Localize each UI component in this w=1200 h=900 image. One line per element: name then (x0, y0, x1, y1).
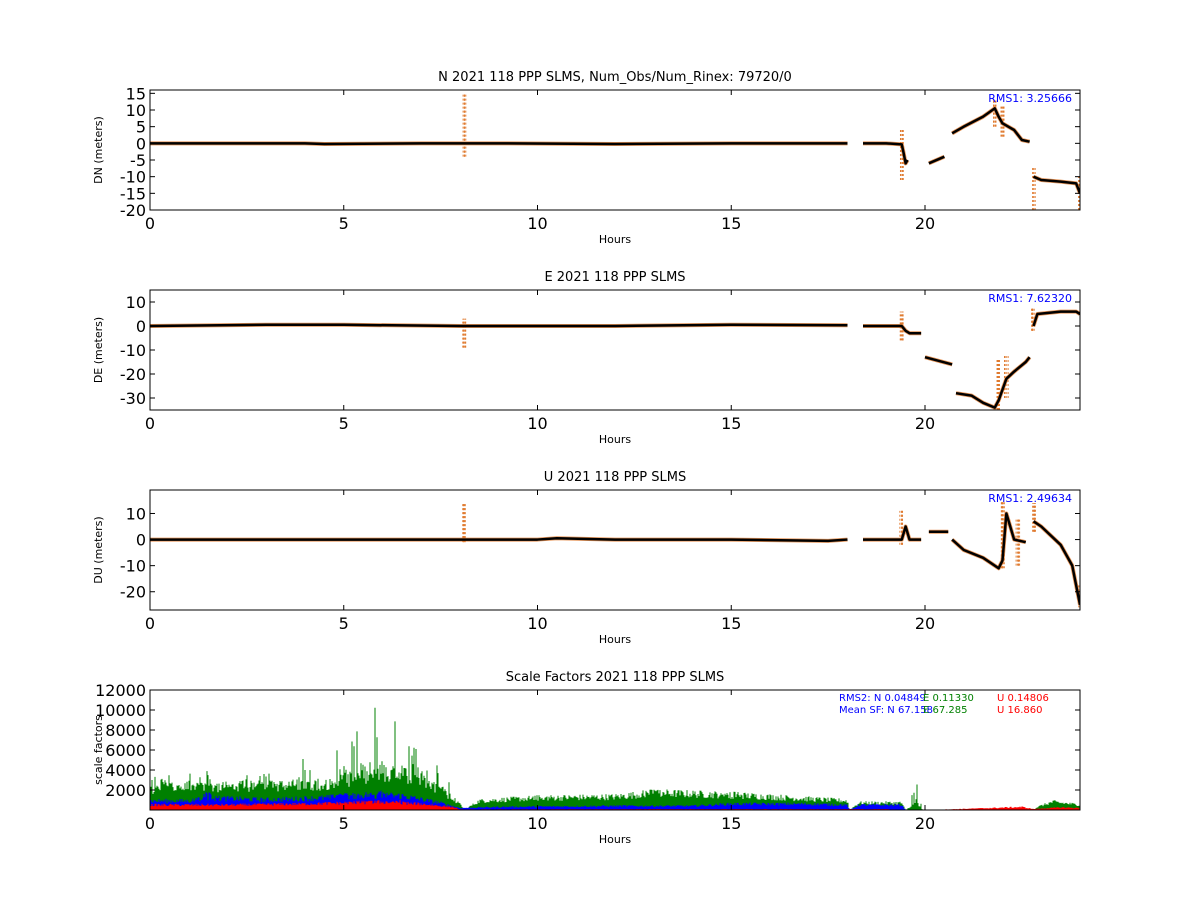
estimate-line (928, 155, 945, 165)
estimate-line (150, 142, 848, 146)
sf-annotation: RMS2: N 0.04849 (839, 693, 926, 704)
axes-frame (149, 489, 1081, 611)
estimate-line (863, 525, 922, 541)
x-tick-label: 0 (145, 414, 155, 433)
x-axis-label: Hours (599, 433, 631, 446)
y-tick-label: -15 (120, 184, 146, 203)
estimate-line (924, 355, 953, 366)
y-tick-label: -20 (120, 201, 146, 220)
plot-data (150, 306, 1080, 410)
sf-annotation: E 0.11330 (923, 693, 974, 704)
x-tick-label: 15 (721, 214, 741, 233)
sigma-band (1032, 519, 1080, 606)
x-tick-label: 10 (527, 814, 547, 833)
y-tick-label: -10 (120, 168, 146, 187)
x-tick-label: 5 (339, 814, 349, 833)
x-tick-label: 20 (915, 414, 935, 433)
rms-annotation: RMS1: 7.62320 (988, 292, 1072, 305)
x-tick-label: 0 (145, 214, 155, 233)
y-tick-label: 10000 (95, 701, 146, 720)
x-tick-label: 15 (721, 614, 741, 633)
sf-annotation: U 0.14806 (997, 693, 1049, 704)
x-tick-label: 5 (339, 414, 349, 433)
panel-dn: N 2021 118 PPP SLMS, Num_Obs/Num_Rinex: … (92, 70, 1081, 246)
rms-annotation: RMS1: 3.25666 (988, 92, 1072, 105)
series-e-bars (150, 707, 1080, 810)
x-tick-label: 15 (721, 414, 741, 433)
panel-du: U 2021 118 PPP SLMS 0 5 10 15 20 10 0 -10 -20 Hour… (92, 470, 1081, 646)
y-tick-label: 15 (126, 84, 146, 103)
plot-data (150, 707, 1080, 810)
y-tick-label: 2000 (105, 781, 146, 800)
x-tick-label: 10 (527, 614, 547, 633)
panel-title: N 2021 118 PPP SLMS, Num_Obs/Num_Rinex: … (438, 70, 792, 85)
x-tick-label: 15 (721, 814, 741, 833)
axes-frame (149, 289, 1081, 411)
estimate-line (150, 323, 848, 328)
x-tick-label: 10 (527, 414, 547, 433)
estimate-line (955, 356, 1031, 409)
y-axis-label: scale factors (92, 715, 105, 785)
y-axis-label: DE (meters) (92, 317, 105, 383)
estimate-line (863, 324, 922, 335)
y-tick-label: 10 (126, 504, 146, 523)
y-tick-label: 0 (136, 531, 146, 550)
y-tick-label: -10 (120, 341, 146, 360)
sf-annotation: Mean SF: N 67.158 (839, 705, 933, 716)
estimate-line (1033, 175, 1080, 194)
x-tick-label: 10 (527, 214, 547, 233)
y-tick-label: 10 (126, 293, 146, 312)
estimate-line (951, 512, 1027, 570)
panel-title: U 2021 118 PPP SLMS (544, 470, 686, 485)
panel-title: Scale Factors 2021 118 PPP SLMS (506, 670, 725, 685)
x-tick-label: 0 (145, 814, 155, 833)
panel-scale-factors: Scale Factors 2021 118 PPP SLMS 0 5 10 15 20 1… (92, 670, 1081, 846)
y-tick-label: 0 (136, 317, 146, 336)
x-tick-label: 20 (915, 814, 935, 833)
panel-title: E 2021 118 PPP SLMS (544, 270, 685, 285)
x-tick-label: 5 (339, 614, 349, 633)
axes-frame (149, 89, 1081, 211)
sigma-band (955, 355, 1032, 410)
plot-data (150, 500, 1080, 608)
estimate-line (951, 107, 1030, 143)
sigma-band (863, 524, 922, 542)
x-axis-label: Hours (599, 833, 631, 846)
x-axis-label: Hours (599, 633, 631, 646)
y-axis-label: DN (meters) (92, 116, 105, 184)
x-tick-label: 0 (145, 614, 155, 633)
x-axis-label: Hours (599, 233, 631, 246)
y-tick-label: 8000 (105, 721, 146, 740)
sf-annotation: U 16.860 (997, 705, 1043, 716)
y-tick-label: -20 (120, 365, 146, 384)
estimate-line (1032, 520, 1080, 606)
x-tick-label: 20 (915, 214, 935, 233)
x-tick-label: 20 (915, 614, 935, 633)
y-tick-label: 4000 (105, 761, 146, 780)
y-tick-label: 6000 (105, 741, 146, 760)
panel-de: E 2021 118 PPP SLMS 0 5 10 15 20 10 0 -10 -20 -30 H… (92, 270, 1081, 446)
y-tick-label: -10 (120, 557, 146, 576)
estimate-line (150, 537, 848, 543)
y-tick-label: 10 (126, 101, 146, 120)
y-tick-label: 5 (136, 118, 146, 137)
sf-annotation: E 67.285 (923, 705, 968, 716)
y-tick-label: 12000 (95, 681, 146, 700)
estimate-line (1032, 310, 1080, 327)
plot-data (150, 93, 1080, 210)
y-tick-label: 0 (136, 134, 146, 153)
y-tick-label: -30 (120, 389, 146, 408)
y-axis-label: DU (meters) (92, 516, 105, 583)
rms-annotation: RMS1: 2.49634 (988, 492, 1072, 505)
estimate-line (863, 142, 909, 165)
sigma-band (863, 141, 910, 166)
x-tick-label: 5 (339, 214, 349, 233)
y-tick-label: -5 (130, 151, 146, 170)
y-tick-label: -20 (120, 583, 146, 602)
